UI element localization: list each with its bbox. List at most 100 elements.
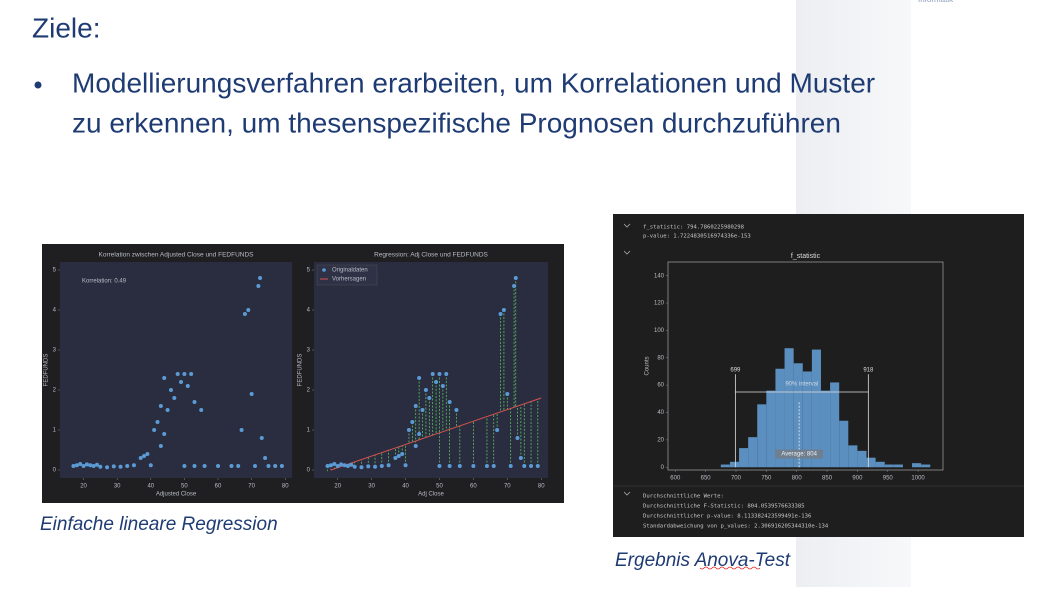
data-point (182, 464, 187, 468)
plot-frame (667, 261, 944, 471)
data-point (279, 464, 284, 468)
data-point (501, 308, 506, 312)
data-point (138, 456, 143, 460)
data-point (229, 464, 234, 468)
hist-bar (866, 457, 876, 468)
data-point (410, 420, 415, 424)
data-point (249, 392, 254, 396)
x-tick-label: 50 (181, 484, 188, 490)
data-point (413, 444, 418, 448)
y-tick-label: 3 (307, 348, 311, 354)
data-point (427, 396, 432, 400)
data-point (522, 464, 527, 468)
data-point (78, 462, 83, 466)
x-tick-label: 40 (147, 484, 154, 490)
data-point (199, 408, 204, 412)
data-point (335, 464, 340, 468)
data-point (175, 372, 180, 376)
x-tick-label: 600 (670, 476, 681, 482)
y-axis-label: Counts (645, 356, 651, 375)
data-point (484, 464, 489, 468)
data-point (179, 380, 184, 384)
legend-dot (322, 268, 326, 272)
interval-label: 90% interval (785, 381, 818, 387)
x-tick-label: 80 (538, 484, 545, 490)
x-tick-label: 800 (792, 476, 803, 482)
bullet-line: Modellierungsverfahren erarbeiten, um Ko… (72, 67, 875, 98)
data-point (420, 408, 425, 412)
hist-bar (720, 464, 730, 468)
data-point (142, 454, 147, 458)
x-tick-label: 80 (282, 484, 289, 490)
data-point (84, 462, 89, 467)
data-point (105, 465, 110, 470)
data-point (512, 284, 517, 288)
x-tick-label: 70 (248, 484, 255, 490)
data-point (379, 464, 384, 468)
legend-label: Vorhersagen (332, 277, 366, 283)
y-tick-label: 0 (307, 468, 311, 474)
data-point (434, 380, 439, 384)
data-point (111, 464, 116, 469)
data-point (403, 463, 408, 468)
data-point (266, 464, 271, 468)
data-point (81, 464, 86, 468)
data-point (239, 428, 244, 432)
y-tick-label: 80 (657, 355, 664, 361)
data-point (513, 276, 518, 280)
hist-bar (820, 390, 831, 468)
annotation: Korrelation: 0.49 (82, 279, 127, 285)
data-point (529, 464, 534, 468)
x-tick-label: 60 (470, 484, 477, 490)
data-point (417, 376, 422, 380)
data-point (498, 312, 503, 316)
data-point (447, 400, 452, 404)
hist-bar (875, 461, 885, 468)
data-point (495, 428, 500, 432)
data-point (155, 420, 160, 424)
data-point (263, 456, 268, 460)
output-line: Durchschnittlicher p-value: 8.1133824235… (643, 514, 811, 520)
y-tick-label: 40 (657, 410, 664, 416)
x-tick-label: 20 (334, 484, 341, 490)
hist-bar (857, 450, 867, 468)
y-tick-label: 60 (657, 383, 664, 389)
hist-bar (893, 464, 903, 468)
data-point (444, 372, 449, 376)
hist-bar (766, 390, 776, 468)
y-axis-label: FEDFUNDS (298, 354, 304, 387)
x-tick-label: 20 (80, 484, 87, 490)
output-line: Durchschnittliche Werte: (643, 494, 724, 500)
interval-high-label: 918 (863, 368, 874, 374)
legend-label: Originaldaten (332, 268, 368, 274)
hist-bar (757, 404, 767, 468)
data-point (366, 464, 371, 469)
data-point (515, 436, 520, 440)
hist-bar (793, 363, 803, 468)
data-point (152, 428, 157, 432)
y-tick-label: 140 (654, 273, 665, 279)
bullet-line: zu erkennen, um thesenspezifische Progno… (72, 107, 841, 138)
hist-bar (784, 348, 794, 468)
data-point (246, 308, 251, 312)
data-point (216, 464, 221, 468)
data-point (328, 463, 333, 468)
data-point (423, 388, 428, 392)
data-point (454, 408, 459, 412)
data-point (259, 436, 264, 440)
y-tick-label: 5 (307, 268, 311, 274)
y-tick-label: 5 (53, 268, 57, 274)
data-point (165, 408, 170, 412)
x-tick-label: 60 (215, 484, 222, 490)
data-point (386, 463, 391, 468)
data-point (535, 464, 540, 468)
data-point (125, 464, 130, 468)
data-point (339, 462, 344, 467)
data-point (349, 462, 354, 467)
spell-underline (699, 566, 761, 570)
data-point (182, 372, 187, 376)
caption: Ergebnis Anova-Test (615, 550, 791, 571)
hist-bar (802, 371, 812, 468)
data-point (440, 384, 445, 388)
